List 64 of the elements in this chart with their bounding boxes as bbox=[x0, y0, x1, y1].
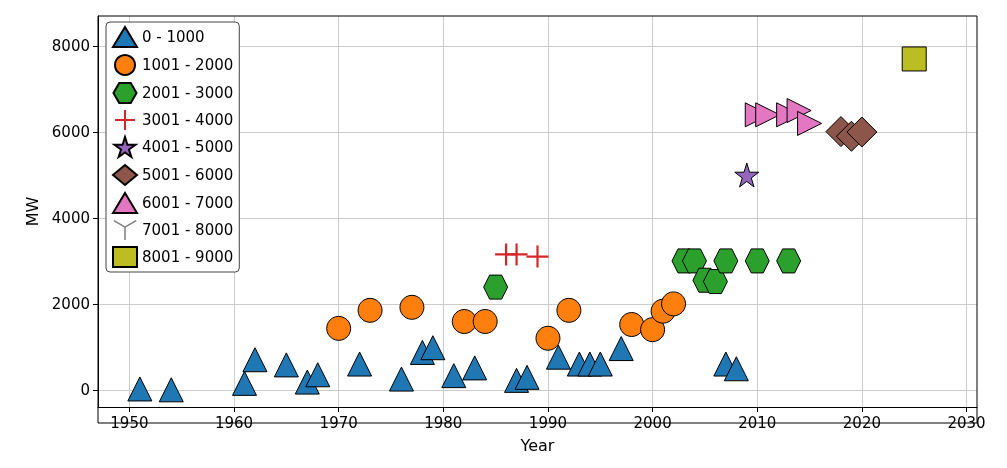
point bbox=[232, 370, 257, 396]
x-tick-label: 2030 bbox=[947, 413, 986, 432]
y-tick-label: 0 bbox=[80, 380, 90, 399]
legend-label: 1001 - 2000 bbox=[142, 56, 234, 74]
point bbox=[326, 315, 352, 341]
legend-label: 0 - 1000 bbox=[142, 28, 205, 46]
point bbox=[347, 351, 373, 377]
point bbox=[158, 377, 184, 403]
x-tick-label: 2020 bbox=[842, 413, 881, 432]
x-tick-label: 2010 bbox=[738, 413, 777, 432]
x-tick-label: 1990 bbox=[528, 413, 568, 432]
x-tick-label: 1950 bbox=[110, 413, 149, 432]
point bbox=[723, 356, 749, 382]
point bbox=[305, 362, 331, 388]
point bbox=[273, 352, 299, 378]
point bbox=[545, 344, 571, 370]
legend-label: 4001 - 5000 bbox=[142, 138, 234, 156]
x-tick-label: 2000 bbox=[633, 413, 672, 432]
x-axis-title: Year bbox=[519, 435, 555, 455]
x-tick-label: 1960 bbox=[214, 413, 254, 432]
legend-label: 6001 - 7000 bbox=[142, 194, 234, 212]
point bbox=[776, 248, 802, 274]
point bbox=[640, 317, 666, 343]
point bbox=[505, 243, 528, 266]
point bbox=[420, 335, 446, 361]
point bbox=[744, 248, 770, 274]
point bbox=[535, 325, 561, 351]
point bbox=[713, 248, 739, 274]
point bbox=[242, 347, 268, 373]
point bbox=[388, 366, 414, 392]
point bbox=[451, 309, 477, 334]
legend-label: 8001 - 9000 bbox=[142, 248, 234, 266]
x-tick-label: 1970 bbox=[319, 413, 358, 432]
legend-label: 7001 - 8000 bbox=[142, 221, 234, 239]
point bbox=[483, 274, 509, 300]
y-tick-label: 6000 bbox=[51, 123, 90, 142]
point bbox=[127, 376, 153, 402]
point bbox=[399, 294, 425, 320]
point bbox=[901, 46, 927, 72]
point bbox=[797, 110, 823, 136]
y-axis-title: MW bbox=[22, 196, 42, 227]
point bbox=[846, 116, 878, 148]
point bbox=[441, 363, 467, 389]
point bbox=[681, 248, 707, 274]
point bbox=[661, 291, 687, 317]
point bbox=[556, 297, 582, 323]
y-tick-label: 4000 bbox=[51, 208, 90, 227]
point bbox=[514, 364, 540, 390]
point bbox=[702, 269, 728, 295]
legend-label: 3001 - 4000 bbox=[142, 111, 234, 129]
point bbox=[619, 312, 645, 337]
point bbox=[357, 297, 383, 323]
legend-label: 5001 - 6000 bbox=[142, 166, 234, 184]
x-tick-label: 1980 bbox=[424, 413, 463, 432]
point bbox=[587, 351, 613, 377]
point bbox=[786, 98, 812, 124]
y-tick-label: 8000 bbox=[51, 37, 90, 56]
legend-label: 2001 - 3000 bbox=[142, 84, 234, 102]
point bbox=[734, 162, 760, 188]
point bbox=[462, 355, 488, 381]
point bbox=[472, 309, 498, 334]
point bbox=[608, 336, 634, 362]
point bbox=[526, 245, 549, 268]
y-tick-label: 2000 bbox=[51, 294, 90, 313]
